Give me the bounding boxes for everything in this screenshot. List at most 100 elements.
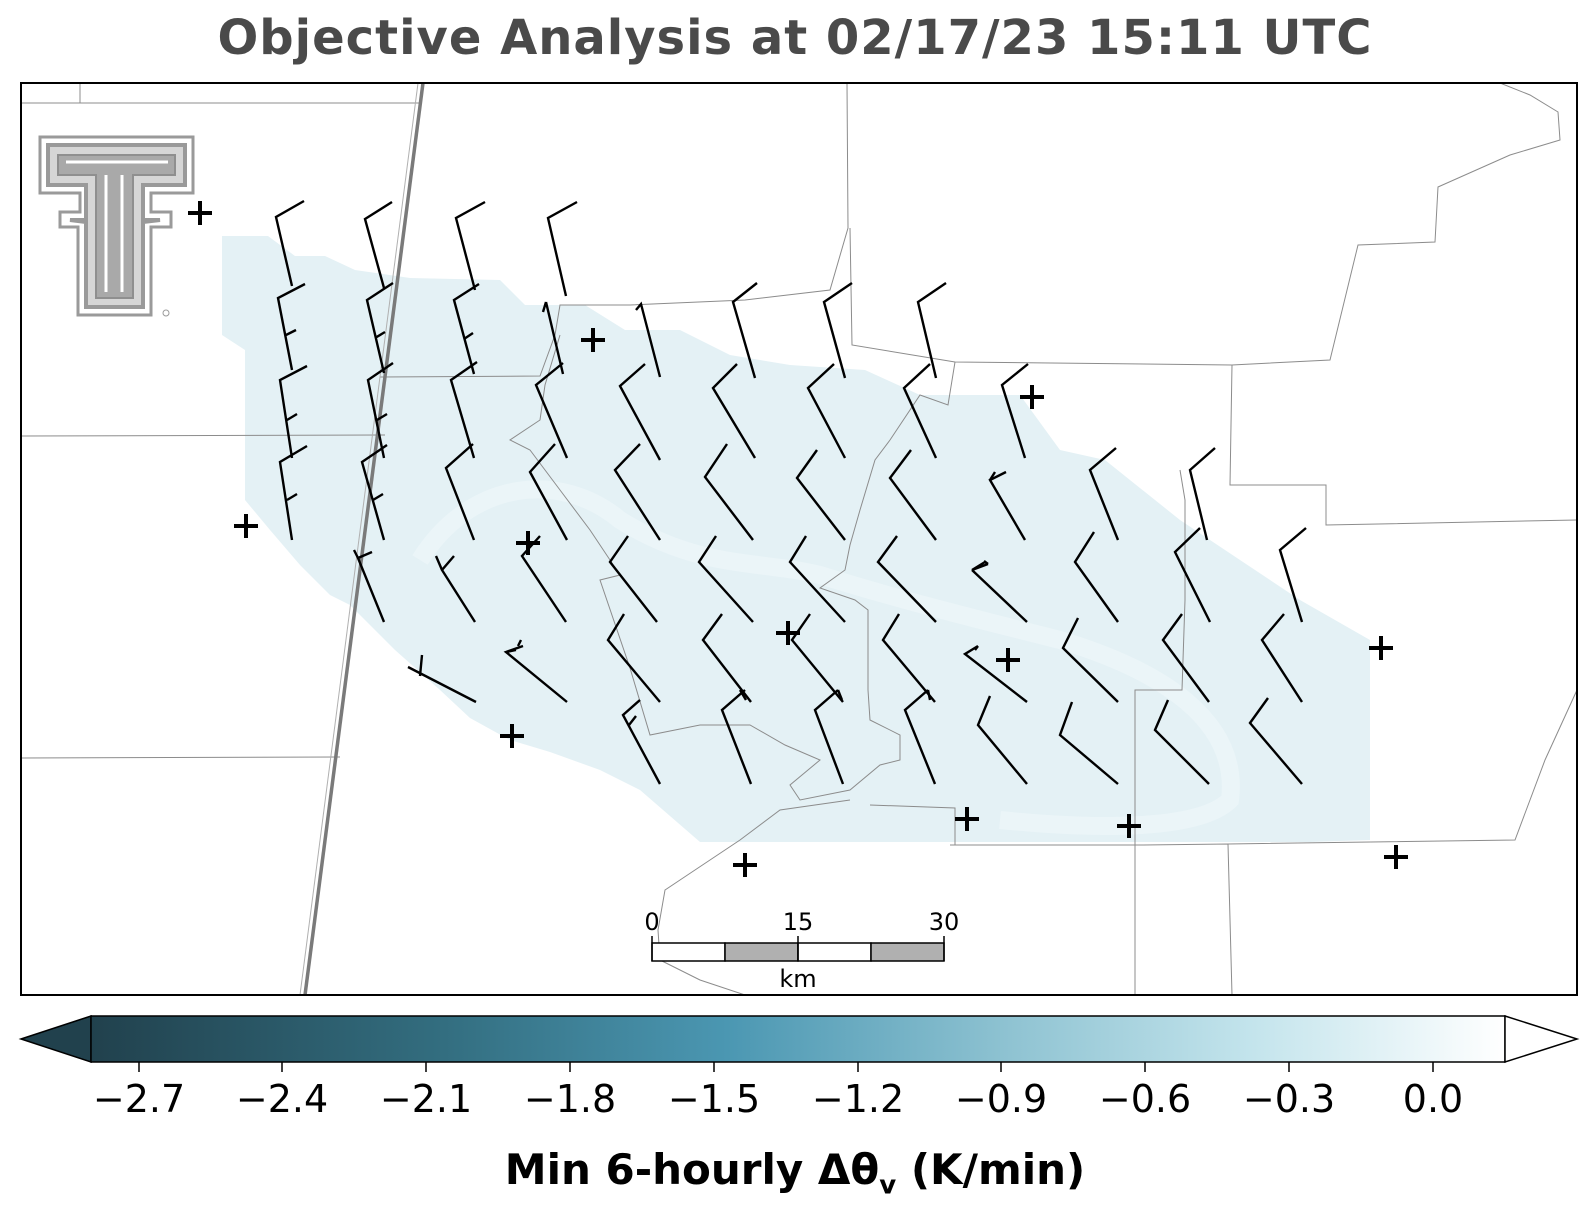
wind-barb: [1000, 363, 1029, 459]
wind-barb: [613, 443, 662, 541]
wind-barb: [541, 301, 565, 375]
wind-barb: [618, 363, 662, 461]
wind-barb: [352, 549, 386, 623]
colorbar-tick-label: −0.9: [955, 1077, 1047, 1121]
wind-barb: [1173, 527, 1212, 623]
wind-barb: [795, 449, 846, 541]
wind-barb: [881, 613, 936, 703]
wind-barb: [731, 282, 758, 379]
wind-barb: [278, 444, 308, 541]
colorbar-bar: [90, 1015, 1506, 1063]
wind-barb: [1153, 699, 1210, 785]
analysis-shading-contour: [412, 480, 1240, 835]
wind-barb: [813, 689, 845, 785]
map-border: [20, 82, 1578, 996]
wind-barb: [916, 282, 947, 379]
station-marker: [996, 648, 1020, 672]
wind-barb: [454, 200, 486, 291]
wind-barb: [365, 281, 394, 374]
wind-barb: [534, 362, 569, 459]
wind-barb: [407, 654, 477, 704]
wind-barb: [902, 363, 938, 459]
analysis-shading: [222, 236, 1370, 842]
colorbar-tick-label: −1.8: [524, 1077, 616, 1121]
station-marker: [500, 724, 524, 748]
wind-barb: [608, 535, 658, 623]
wind-barb: [449, 361, 478, 459]
wind-barb: [790, 613, 844, 703]
texas-tech-logo: [38, 135, 195, 317]
wind-barb: [278, 364, 308, 459]
colorbar-tick-label: −1.5: [668, 1077, 760, 1121]
wind-barb: [1061, 617, 1119, 703]
colorbar-tick-label: −0.3: [1243, 1077, 1335, 1121]
wind-barb: [444, 443, 476, 541]
wind-barb: [360, 444, 388, 541]
wind-barb: [452, 282, 480, 375]
wind-barb: [822, 282, 853, 379]
colorbar-label-prefix: Min 6-hourly Δθ: [504, 1145, 880, 1194]
wind-barb: [806, 363, 847, 459]
wind-barb: [888, 449, 937, 541]
colorbar-tick-label: −1.2: [812, 1077, 904, 1121]
wind-barb: [971, 560, 1028, 623]
station-marker: [776, 621, 800, 645]
wind-barb: [697, 535, 754, 623]
wind-barb: [720, 689, 753, 785]
colorbar-max-extension: [1504, 1014, 1580, 1064]
wind-barb: [988, 470, 1027, 541]
station-marker: [955, 807, 979, 831]
map-panel: 0 15 30 km: [21, 83, 1577, 995]
wind-barb: [788, 535, 846, 623]
wind-barbs: [274, 199, 1307, 785]
colorbar-min-extension: [18, 1014, 92, 1064]
wind-barb: [546, 200, 578, 297]
wind-barb: [1088, 447, 1120, 541]
wind-barb: [976, 695, 1028, 785]
boundary-line: [299, 83, 425, 995]
wind-barb: [962, 644, 1028, 703]
colorbar-tick-label: −2.7: [93, 1077, 185, 1121]
wind-barb: [876, 535, 937, 623]
scale-bar: 0 15 30 km: [644, 908, 959, 993]
wind-barb: [635, 301, 662, 378]
wind-barb: [276, 282, 306, 371]
wind-barb: [503, 639, 568, 703]
wind-barb: [363, 200, 393, 289]
station-marker: [1384, 845, 1408, 869]
scale-label-0: 0: [644, 908, 659, 936]
scale-unit: km: [779, 965, 816, 993]
wind-barb: [1161, 613, 1210, 703]
colorbar: −2.7 −2.4 −2.1 −1.8 −1.5 −1.2 −0.9 −0.6 …: [18, 1014, 1580, 1121]
colorbar-tick-label: −0.6: [1099, 1077, 1191, 1121]
wind-barb: [1278, 527, 1307, 623]
colorbar-tick-label: 0.0: [1403, 1077, 1463, 1121]
station-markers: [188, 201, 1408, 877]
wind-barb: [274, 199, 305, 287]
station-marker: [234, 514, 258, 538]
colorbar-tick-label: −2.1: [380, 1077, 472, 1121]
wind-barb: [1073, 531, 1119, 623]
station-marker: [1020, 385, 1044, 409]
wind-barb: [703, 443, 754, 541]
wind-barb: [366, 362, 394, 459]
station-marker: [1369, 636, 1393, 660]
colorbar-tick-label: −2.4: [236, 1077, 328, 1121]
wind-barb: [1188, 447, 1216, 541]
station-marker: [1117, 814, 1141, 838]
colorbar-label-suffix: (K/min): [896, 1145, 1086, 1194]
wind-barb: [434, 555, 477, 623]
station-marker: [581, 328, 605, 352]
scale-label-15: 15: [783, 908, 814, 936]
wind-barb: [1248, 697, 1303, 785]
wind-barb: [903, 689, 937, 785]
colorbar-ticks: [138, 1062, 1434, 1072]
county-lines: [21, 83, 1577, 995]
station-marker: [516, 531, 540, 555]
colorbar-label: Min 6-hourly Δθv (K/min): [0, 1145, 1590, 1200]
colorbar-label-subscript: v: [879, 1170, 897, 1201]
scale-label-30: 30: [929, 908, 960, 936]
wind-barb: [621, 699, 662, 785]
map-title: Objective Analysis at 02/17/23 15:11 UTC: [217, 10, 1373, 66]
wind-barb: [528, 443, 569, 541]
